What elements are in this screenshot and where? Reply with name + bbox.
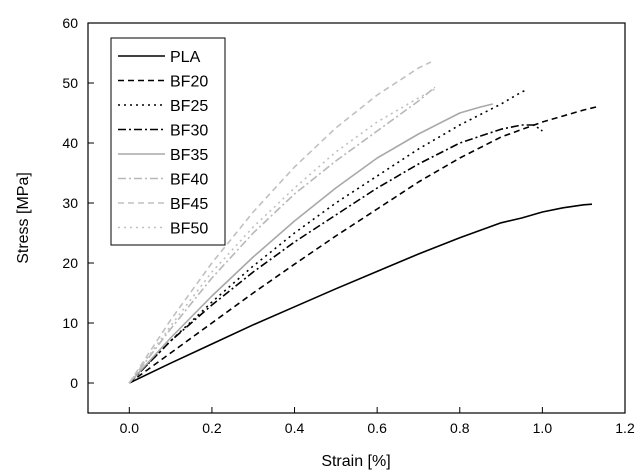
x-tick-label: 1.2 — [615, 420, 635, 436]
y-tick-label: 0 — [70, 375, 78, 391]
y-tick-label: 20 — [62, 255, 78, 271]
legend-label: BF50 — [170, 221, 208, 238]
x-tick-label: 0.0 — [120, 420, 140, 436]
legend-label: BF20 — [170, 74, 208, 91]
plot-frame — [87, 22, 626, 414]
series-line-bf40 — [128, 86, 436, 384]
x-tick-label: 1.0 — [533, 420, 553, 436]
series-line-pla — [128, 203, 593, 384]
legend-label: BF40 — [170, 172, 208, 189]
series-line-bf30 — [128, 124, 543, 384]
x-axis-title: Strain [%] — [321, 453, 390, 470]
legend-label: PLA — [170, 49, 201, 66]
y-axis-title: Stress [MPa] — [15, 172, 32, 264]
y-tick-label: 10 — [62, 315, 78, 331]
y-tick-label: 40 — [62, 135, 78, 151]
series-layer — [128, 61, 597, 384]
series-line-bf20 — [128, 106, 597, 384]
legend-box — [110, 37, 226, 246]
axis-ticks: 0.0 0.2 0.4 0.6 0.8 1.0 1.2 0 10 20 30 40 50 60 — [62, 15, 635, 436]
x-tick-label: 0.6 — [367, 420, 387, 436]
legend: PLA BF20 BF25 BF30 BF35 BF40 BF45 BF50 — [110, 37, 226, 246]
x-tick-label: 0.2 — [202, 420, 222, 436]
legend-label: BF30 — [170, 123, 208, 140]
x-tick-label: 0.4 — [285, 420, 305, 436]
legend-label: BF35 — [170, 147, 208, 164]
series-line-bf35 — [128, 103, 493, 384]
legend-label: BF45 — [170, 196, 208, 213]
legend-label: BF25 — [170, 98, 208, 115]
y-tick-label: 30 — [62, 195, 78, 211]
x-tick-label: 0.8 — [450, 420, 470, 436]
y-tick-label: 60 — [62, 15, 78, 31]
series-line-bf45 — [128, 61, 432, 384]
y-tick-label: 50 — [62, 75, 78, 91]
